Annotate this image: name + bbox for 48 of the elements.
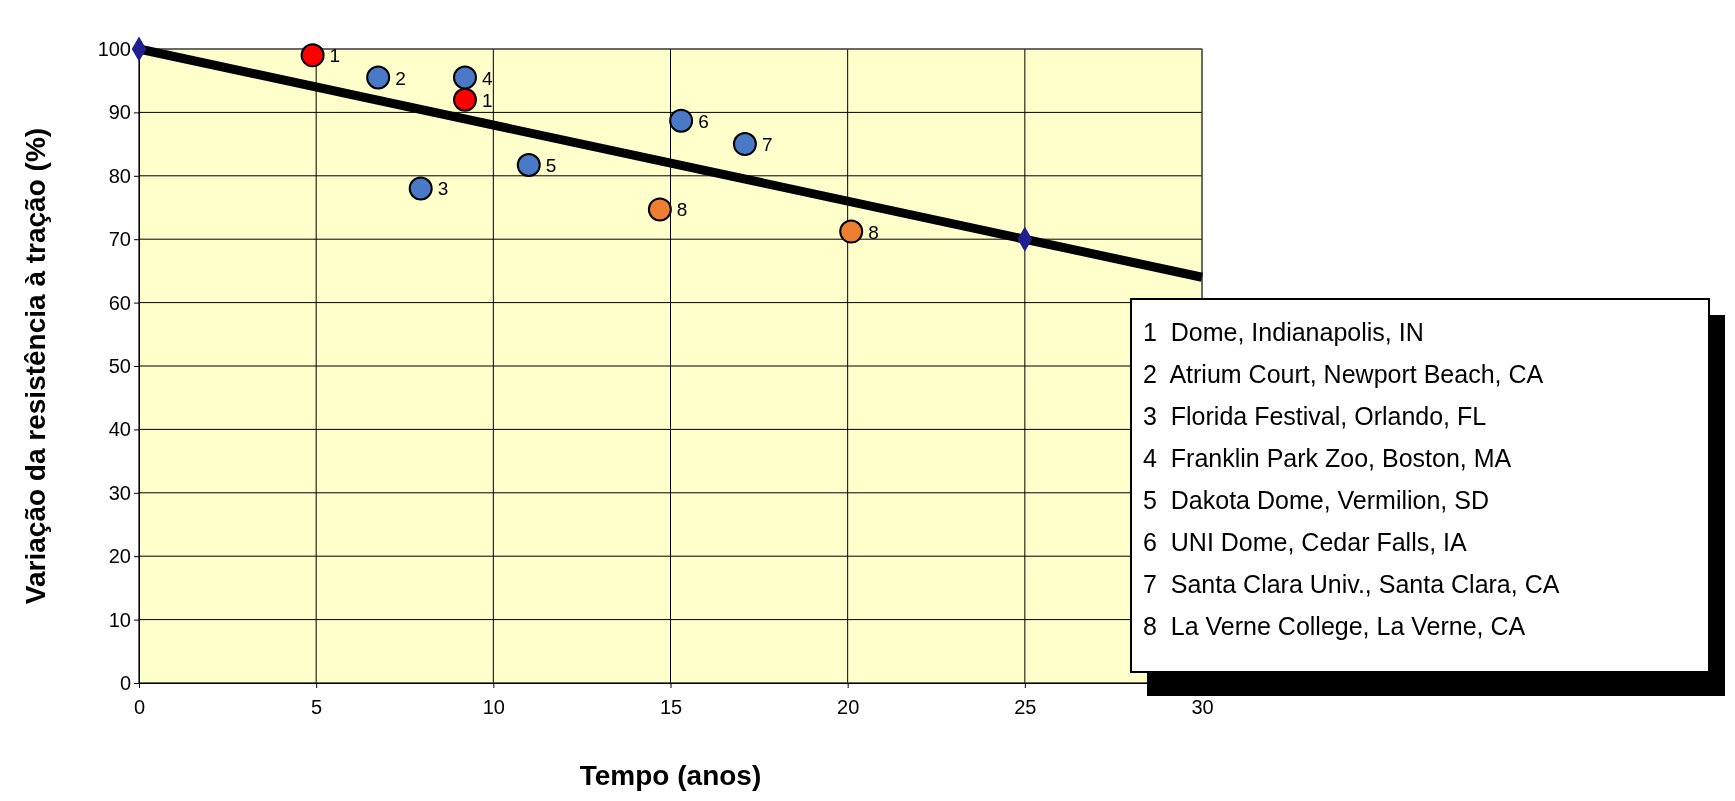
y-tick-label: 80 — [108, 164, 131, 187]
point — [669, 108, 694, 133]
x-axis-title: Tempo (anos) — [579, 760, 762, 791]
x-tick-label: 25 — [1014, 696, 1037, 719]
annotation: 8 La Verne College, La Verne, CA — [1143, 612, 1526, 640]
point — [516, 153, 541, 177]
y-tick-label: 20 — [108, 545, 131, 568]
point — [452, 87, 477, 112]
y-tick-label: 70 — [108, 228, 131, 251]
point — [366, 65, 391, 90]
point — [300, 43, 325, 68]
annotation: 1 — [329, 45, 341, 67]
x-tick-label: 30 — [1191, 696, 1214, 719]
annotation: 7 — [761, 134, 773, 156]
y-tick-label: 60 — [108, 291, 131, 314]
annotation: 1 Dome, Indianapolis, IN — [1143, 318, 1424, 346]
annotation: 1 — [481, 89, 493, 111]
point — [732, 132, 757, 157]
x-tick-label: 0 — [133, 696, 146, 719]
y-tick-label: 40 — [108, 418, 131, 441]
annotation: 3 — [437, 178, 449, 200]
annotation: 3 Florida Festival, Orlando, FL — [1143, 402, 1487, 430]
y-tick-label: 90 — [108, 101, 131, 124]
annotation: 5 — [545, 155, 557, 177]
x-tick-label: 10 — [482, 696, 505, 719]
annotation: 6 UNI Dome, Cedar Falls, IA — [1143, 528, 1468, 556]
annotation: 6 — [698, 110, 709, 132]
x-tick-label: 15 — [659, 696, 683, 719]
y-tick-label: 50 — [108, 354, 131, 377]
y-axis-title: Variação da resistência à tração (%) — [20, 127, 51, 605]
annotation: 2 — [395, 67, 406, 89]
annotation: 8 — [868, 221, 879, 243]
y-tick-label: 10 — [108, 608, 131, 631]
annotation: 2 Atrium Court, Newport Beach, CA — [1143, 360, 1544, 388]
x-tick-label: 5 — [311, 696, 323, 719]
y-tick-label: 0 — [119, 671, 131, 694]
y-tick-label: 100 — [97, 37, 131, 60]
point — [839, 219, 864, 244]
annotation: 5 Dakota Dome, Vermilion, SD — [1143, 486, 1489, 514]
point — [452, 65, 477, 90]
annotation: 8 — [676, 199, 688, 221]
annotation: 4 Franklin Park Zoo, Boston, MA — [1143, 444, 1512, 472]
annotation: 7 Santa Clara Univ., Santa Clara, CA — [1143, 570, 1560, 598]
y-tick-label: 30 — [108, 481, 131, 504]
point — [647, 197, 672, 222]
x-tick-label: 20 — [837, 696, 860, 719]
annotation: 4 — [481, 67, 493, 89]
point — [408, 176, 433, 201]
